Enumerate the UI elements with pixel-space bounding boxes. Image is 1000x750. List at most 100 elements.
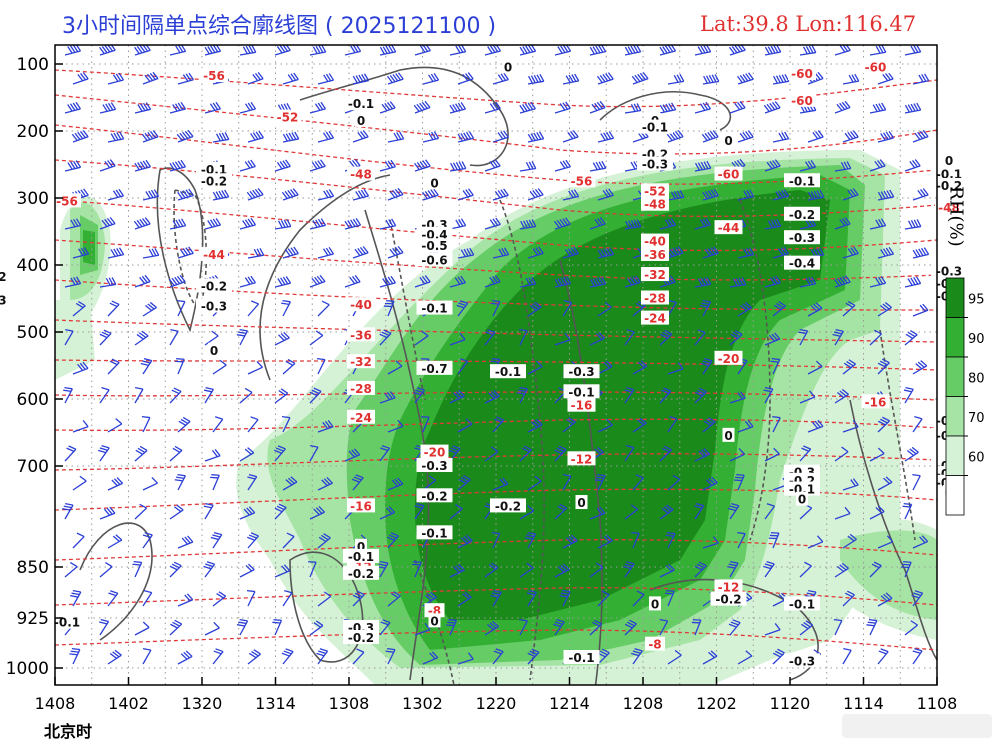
wind-barb-shaft (134, 388, 144, 404)
wind-barb (491, 532, 501, 549)
wind-barb (484, 101, 501, 114)
wind-barb-flag (625, 445, 634, 449)
wind-barb-flag (71, 133, 78, 141)
wind-barb (449, 275, 466, 288)
vertical-velocity-label: -0.5 (416, 238, 453, 253)
wind-barb-flag (527, 531, 536, 535)
wind-barb-flag (642, 71, 649, 80)
wind-barb-flag (915, 276, 922, 284)
temperature-label-text: -44 (718, 221, 740, 235)
wind-barb-flag (77, 363, 84, 371)
vertical-velocity-label: -0.1 (490, 364, 526, 379)
vertical-velocity-label: 0 (575, 495, 588, 510)
wind-barb-flag (148, 190, 154, 198)
wind-barb (414, 159, 431, 172)
wind-barb-flag (916, 45, 922, 53)
wind-barb-flag (466, 248, 472, 256)
wind-barb-shaft (457, 137, 474, 143)
wind-barb (807, 189, 825, 201)
wind-barb-flag (325, 131, 332, 140)
wind-barb (247, 649, 261, 665)
wind-barb-flag (766, 503, 775, 507)
wind-barb (247, 130, 264, 143)
wind-barb-flag (140, 103, 146, 111)
wind-barb-flag (780, 247, 787, 255)
wind-barb-flag (844, 100, 851, 108)
vertical-velocity-label-text: -0.4 (789, 257, 815, 271)
wind-barb-shaft (274, 570, 290, 578)
wind-barb-flag (784, 74, 790, 82)
wind-barb-flag (460, 249, 466, 257)
wind-barb-shaft (764, 165, 781, 172)
wind-barb-flag (530, 421, 538, 428)
wind-barb (842, 300, 856, 317)
wind-barb-flag (379, 333, 388, 339)
wind-barb-flag (467, 72, 474, 80)
wind-barb-shaft (694, 391, 707, 404)
wind-barb-flag (867, 621, 876, 624)
wind-barb-flag (913, 45, 919, 53)
wind-barb-shaft (352, 594, 365, 607)
wind-barb-flag (770, 360, 779, 363)
wind-barb-flag (77, 248, 84, 256)
wind-barb-flag (352, 594, 361, 600)
wind-barb (63, 386, 73, 404)
wind-barb-flag (489, 276, 496, 285)
wind-barb (589, 619, 603, 636)
vertical-velocity-label: -0.2 (0, 269, 12, 284)
wind-barb (624, 275, 641, 288)
wind-barb-shaft (667, 478, 681, 491)
wind-barb-shaft (212, 651, 224, 665)
wind-barb-flag (635, 275, 641, 283)
wind-barb-flag (634, 648, 643, 652)
wind-barb-flag (99, 621, 108, 625)
wind-barb-shaft (212, 418, 224, 433)
wind-barb-shaft (247, 591, 256, 607)
wind-barb-flag (283, 219, 289, 228)
wind-barb-flag (284, 190, 291, 199)
wind-barb-flag (431, 651, 439, 659)
wind-barb (869, 505, 885, 520)
wind-barb-flag (205, 502, 214, 506)
wind-barb-flag (739, 158, 746, 166)
wind-barb-flag (499, 478, 506, 486)
wind-barb (484, 620, 499, 636)
wind-barb (379, 506, 396, 520)
wind-barb-flag (497, 132, 504, 140)
wind-barb-shaft (772, 359, 781, 375)
wind-barb-shaft (309, 224, 326, 230)
wind-barb (64, 160, 82, 172)
wind-barb-flag (419, 161, 426, 169)
wind-barb (527, 648, 540, 665)
wind-barb-shaft (247, 653, 261, 665)
wind-barb-shaft (309, 334, 324, 346)
wind-barb-shaft (134, 108, 151, 114)
vertical-velocity-label: 0 (355, 112, 367, 128)
wind-barb-flag (397, 477, 404, 485)
wind-barb-shaft (519, 330, 528, 346)
wind-barb-flag (605, 131, 612, 140)
wind-barb (457, 72, 474, 85)
wind-barb-shaft (772, 252, 789, 259)
wind-barb-flag (282, 276, 289, 285)
wind-barb-flag (811, 276, 817, 285)
wind-barb (457, 131, 475, 143)
wind-barb-shaft (422, 79, 439, 85)
wind-barb (99, 562, 113, 578)
wind-barb-flag (819, 247, 825, 256)
wind-barb-shaft (484, 395, 500, 404)
wind-barb-shaft (842, 426, 859, 433)
wind-barb-flag (250, 300, 259, 305)
wind-barb-flag (770, 219, 776, 228)
wind-barb-flag (286, 103, 292, 111)
wind-barb-flag (362, 130, 369, 138)
wind-barb-flag (529, 190, 536, 199)
wind-barb-flag (82, 361, 89, 369)
wind-barb (902, 503, 913, 520)
wind-barb-flag (452, 445, 461, 450)
wind-barb-shaft (877, 651, 889, 665)
wind-barb (98, 445, 110, 462)
vertical-velocity-label-bg (784, 255, 820, 270)
wind-barb (807, 302, 823, 317)
wind-barb-flag (741, 277, 747, 285)
